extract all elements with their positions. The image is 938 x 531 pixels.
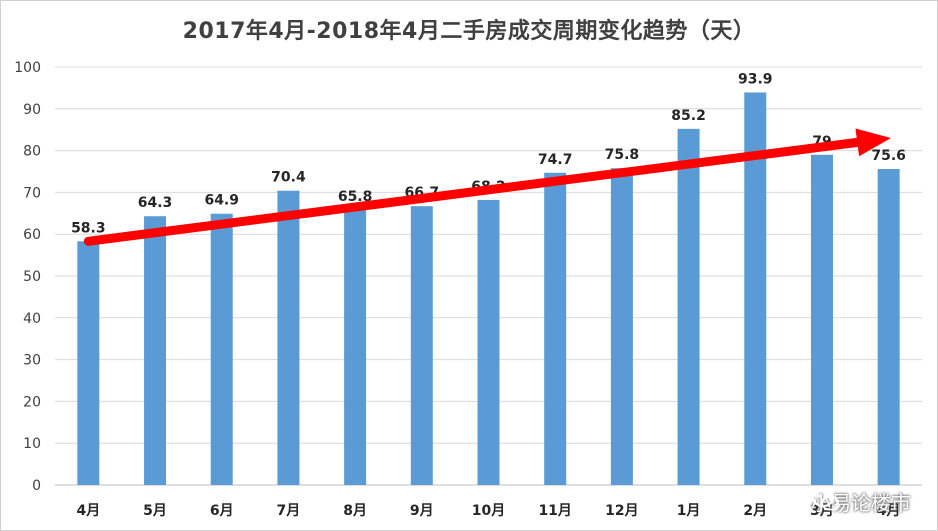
data-label: 58.3 (71, 220, 106, 236)
x-tick-label: 1月 (677, 503, 701, 519)
y-tick-label: 40 (23, 311, 41, 327)
x-tick-label: 5月 (143, 503, 167, 519)
data-label: 85.2 (671, 108, 706, 124)
y-tick-label: 20 (23, 394, 41, 410)
data-label: 64.3 (138, 195, 173, 211)
bar (344, 209, 367, 485)
data-label: 64.9 (204, 193, 239, 209)
trend-arrow-shaft (83, 137, 862, 246)
y-tick-label: 60 (23, 227, 41, 243)
bar (210, 213, 233, 485)
x-tick-label: 7月 (277, 503, 301, 519)
y-tick-label: 10 (23, 436, 41, 452)
y-tick-label: 0 (32, 478, 41, 494)
y-tick-label: 90 (23, 102, 41, 118)
data-label: 65.8 (338, 189, 373, 205)
y-tick-label: 100 (14, 60, 41, 76)
y-tick-label: 50 (23, 269, 41, 285)
data-label: 93.9 (738, 71, 773, 87)
watermark: 小易论楼市 (811, 487, 911, 516)
bar (544, 172, 567, 485)
x-tick-label: 11月 (538, 503, 571, 519)
x-tick-label: 3月 (810, 503, 834, 519)
data-label: 75.6 (871, 148, 906, 164)
bar (877, 168, 900, 485)
x-tick-label: 4月 (76, 503, 100, 519)
x-tick-label: 9月 (410, 503, 434, 519)
bar (277, 190, 300, 485)
data-label: 75.8 (605, 147, 640, 163)
watermark-text: 小易论楼市 (811, 491, 911, 515)
y-tick-label: 80 (23, 144, 41, 160)
bar (477, 199, 500, 485)
y-tick-label: 70 (23, 185, 41, 201)
x-tick-label: 6月 (210, 503, 234, 519)
x-tick-label: 2月 (743, 503, 767, 519)
bar (744, 92, 767, 486)
bar (677, 128, 700, 485)
x-tick-label: 12月 (605, 503, 638, 519)
x-tick-label: 8月 (343, 503, 367, 519)
bar (410, 206, 433, 485)
bar (77, 241, 100, 485)
y-tick-label: 30 (23, 353, 41, 369)
bar (810, 154, 833, 485)
x-tick-label: 10月 (472, 503, 505, 519)
data-label: 74.7 (538, 152, 573, 168)
chart-title: 2017年4月-2018年4月二手房成交周期变化趋势（天） (182, 19, 756, 44)
bar (144, 216, 167, 485)
wechat-icon (812, 489, 839, 511)
trend-arrow-head (855, 128, 891, 157)
x-tick-label: 4月 (877, 503, 901, 519)
data-label: 70.4 (271, 170, 306, 186)
bar (610, 168, 633, 485)
